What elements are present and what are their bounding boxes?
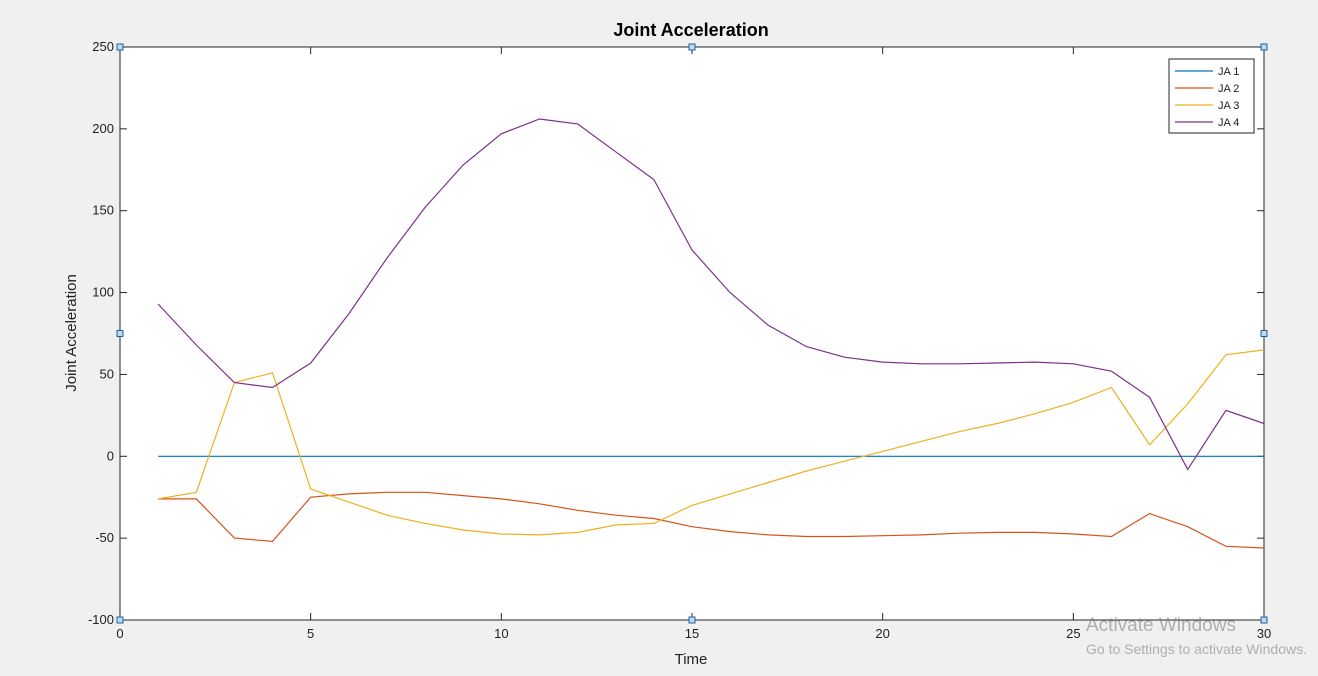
series-line-ja-3 bbox=[157, 349, 1265, 536]
selection-handle[interactable] bbox=[1260, 43, 1268, 51]
x-tick-label: 15 bbox=[685, 626, 699, 641]
x-tick-label: 30 bbox=[1257, 626, 1271, 641]
selection-handles[interactable] bbox=[116, 43, 1268, 624]
y-axis-label: Joint Acceleration bbox=[63, 274, 80, 392]
legend-label: JA 3 bbox=[1218, 100, 1239, 112]
y-tick-label: 150 bbox=[92, 203, 114, 218]
selection-handle[interactable] bbox=[116, 616, 124, 624]
selection-handle[interactable] bbox=[116, 330, 124, 337]
series-line-ja-2 bbox=[158, 491, 1265, 549]
selection-handle[interactable] bbox=[688, 43, 696, 51]
x-tick-label: 0 bbox=[116, 626, 123, 641]
y-tick-label: 250 bbox=[92, 39, 114, 54]
y-tick-label: 0 bbox=[107, 448, 114, 463]
selection-handle[interactable] bbox=[1260, 616, 1268, 624]
x-tick-label: 10 bbox=[494, 626, 508, 641]
activation-watermark-title: Activate Windows bbox=[1086, 615, 1236, 636]
plot-area bbox=[119, 46, 1265, 621]
legend-label: JA 2 bbox=[1218, 83, 1239, 95]
y-tick-label: 50 bbox=[100, 366, 114, 381]
selection-handle[interactable] bbox=[116, 43, 124, 51]
x-tick-label: 20 bbox=[875, 626, 889, 641]
x-axis-label: Time bbox=[675, 651, 708, 668]
x-tick-label: 5 bbox=[307, 626, 314, 641]
y-tick-label: -50 bbox=[95, 530, 114, 545]
x-tick-label: 25 bbox=[1066, 626, 1080, 641]
y-tick-label: -100 bbox=[88, 612, 114, 627]
y-tick-label: 200 bbox=[92, 121, 114, 136]
y-tick-label: 100 bbox=[92, 285, 114, 300]
selection-handle[interactable] bbox=[1260, 330, 1268, 337]
legend-label: JA 1 bbox=[1218, 66, 1239, 78]
activation-watermark-subtitle: Go to Settings to activate Windows. bbox=[1086, 641, 1307, 657]
series-lines bbox=[157, 118, 1265, 549]
chart-title: Joint Acceleration bbox=[613, 20, 768, 40]
series-line-ja-4 bbox=[157, 118, 1265, 471]
selection-handle[interactable] bbox=[688, 616, 696, 624]
y-ticks: -100 -50 0 50 100 150 200 250 bbox=[88, 39, 1264, 627]
legend-label: JA 4 bbox=[1218, 117, 1239, 129]
legend[interactable]: JA 1 JA 2 JA 3 JA 4 bbox=[1168, 58, 1255, 134]
